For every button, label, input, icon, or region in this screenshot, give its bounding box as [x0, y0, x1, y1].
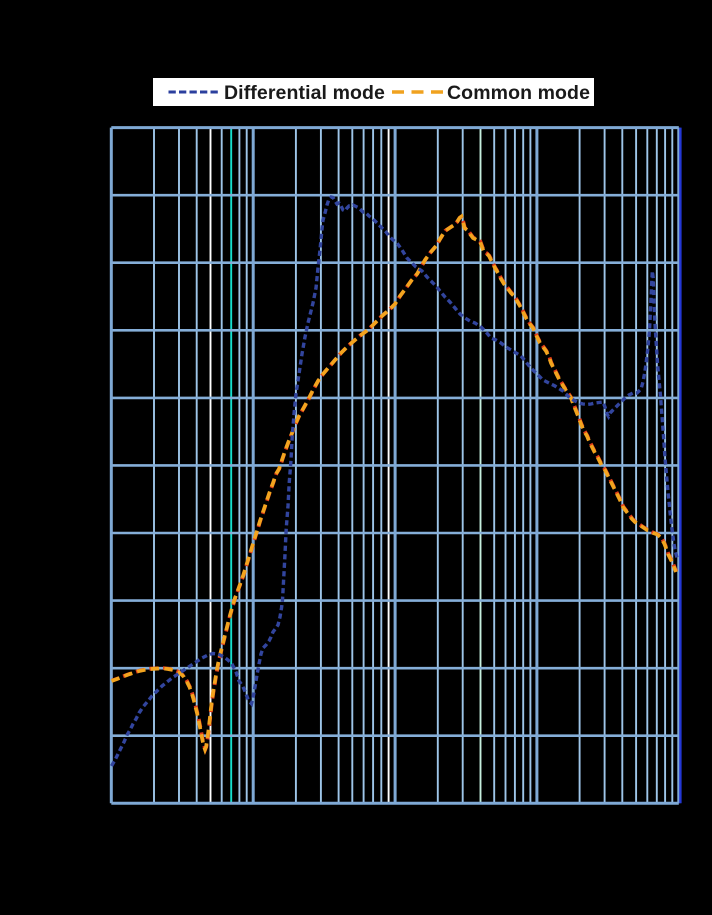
svg-text:Common mode: Common mode	[447, 82, 590, 104]
svg-text:Differential mode: Differential mode	[224, 82, 385, 104]
